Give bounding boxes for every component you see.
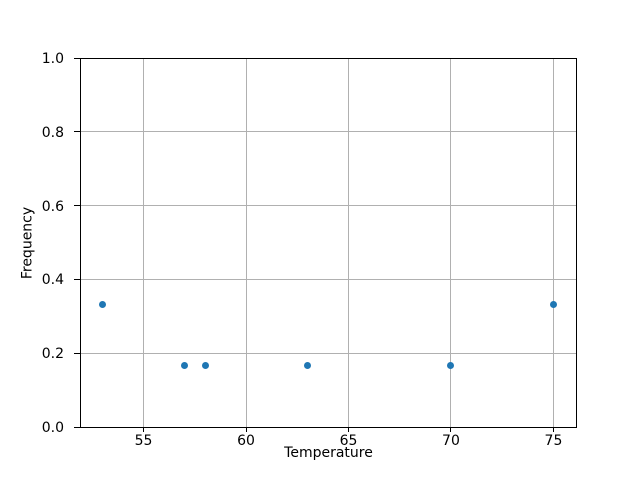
y-tick-mark bbox=[74, 426, 80, 428]
scatter-point bbox=[304, 361, 311, 369]
y-axis-label: Frequency bbox=[19, 206, 36, 280]
x-tick-label: 75 bbox=[544, 433, 563, 449]
x-tick-label: 65 bbox=[339, 433, 358, 449]
y-tick-mark bbox=[74, 57, 80, 59]
x-tick-mark bbox=[245, 428, 247, 432]
scatter-point bbox=[99, 300, 107, 308]
x-tick-mark bbox=[347, 428, 349, 432]
grid-line-y bbox=[80, 278, 576, 280]
y-tick-label: 0.2 bbox=[41, 346, 64, 363]
grid-line-y bbox=[80, 426, 576, 428]
grid-line-x bbox=[552, 58, 554, 427]
y-tick-label: 0.6 bbox=[41, 198, 64, 215]
y-tick-label: 0.4 bbox=[41, 272, 64, 289]
grid-line-x bbox=[143, 58, 145, 427]
scatter-point bbox=[447, 361, 455, 369]
x-tick-label: 60 bbox=[237, 433, 255, 449]
grid-line-x bbox=[245, 58, 247, 427]
y-tick-mark bbox=[74, 205, 80, 207]
grid-line-y bbox=[80, 57, 576, 59]
y-tick-mark bbox=[74, 131, 80, 133]
x-tick-mark bbox=[450, 428, 452, 432]
scatter-point bbox=[201, 361, 209, 369]
y-tick-mark bbox=[74, 278, 80, 280]
grid-line-x bbox=[450, 58, 452, 427]
x-tick-mark bbox=[143, 428, 145, 432]
grid-line-y bbox=[80, 352, 576, 354]
scatter-point bbox=[549, 300, 557, 308]
y-tick-label: 0.0 bbox=[41, 420, 64, 436]
y-tick-label: 1.0 bbox=[41, 51, 64, 67]
x-tick-label: 70 bbox=[442, 433, 460, 449]
y-tick-label: 0.8 bbox=[41, 124, 64, 141]
scatter-point bbox=[181, 361, 189, 369]
grid-line-y bbox=[80, 131, 576, 133]
x-tick-label: 55 bbox=[134, 433, 153, 449]
x-axis-label: Temperature bbox=[284, 445, 373, 461]
grid-line-y bbox=[80, 205, 576, 207]
x-tick-mark bbox=[552, 428, 554, 432]
grid-line-x bbox=[347, 58, 349, 427]
y-tick-mark bbox=[74, 352, 80, 354]
plot-area bbox=[80, 57, 576, 428]
